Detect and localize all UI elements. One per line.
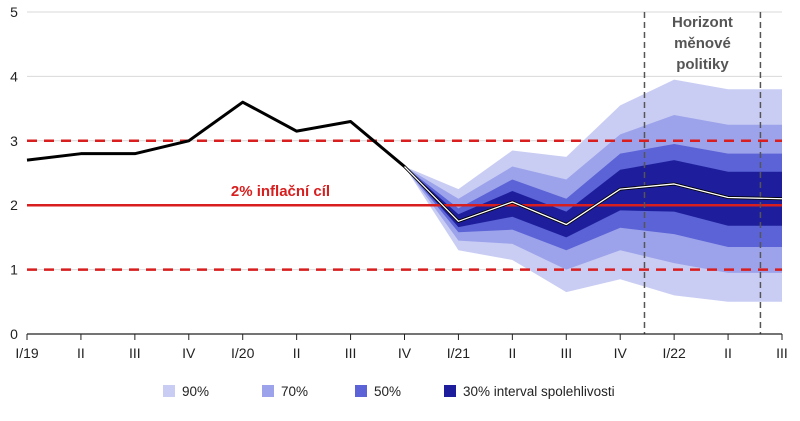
reference-lines: 2% inflační cíl (27, 139, 782, 271)
x-tick-label-2: III (129, 345, 141, 361)
policy-horizon: Horizont měnové politiky (643, 12, 762, 334)
legend-swatch-2 (262, 385, 274, 397)
x-tick-label-4: I/20 (231, 345, 255, 361)
x-tick-label-9: II (508, 345, 516, 361)
y-tick-label-2: 2 (10, 197, 18, 213)
x-tick-label-11: IV (614, 345, 628, 361)
legend-label-3: 50% (374, 384, 401, 399)
x-tick-label-8: I/21 (447, 345, 471, 361)
legend-label-2: 70% (281, 384, 308, 399)
horizon-label-line-3: politiky (676, 56, 729, 73)
confidence-bands (404, 79, 782, 302)
y-tick-label-0: 0 (10, 326, 18, 342)
x-tick-label-7: IV (398, 345, 412, 361)
legend-label-4: 30% interval spolehlivosti (463, 384, 615, 399)
legend: 90% 70% 50% 30% interval spolehlivosti (163, 384, 615, 399)
x-tick-label-5: II (293, 345, 301, 361)
x-tick-label-0: I/19 (15, 345, 39, 361)
y-tick-label-3: 3 (10, 133, 18, 149)
inflation-lines (26, 100, 783, 227)
legend-swatch-1 (163, 385, 175, 397)
forecast-center-line (404, 166, 783, 226)
x-tick-label-12: I/22 (662, 345, 686, 361)
x-tick-label-13: II (724, 345, 732, 361)
legend-swatch-3 (355, 385, 367, 397)
x-tick-label-3: IV (182, 345, 196, 361)
x-tick-label-14: III (776, 345, 788, 361)
y-tick-label-5: 5 (10, 4, 18, 20)
legend-swatch-4 (444, 385, 456, 397)
y-tick-label-1: 1 (10, 262, 18, 278)
x-tick-label-6: III (345, 345, 357, 361)
x-tick-label-1: II (77, 345, 85, 361)
y-tick-label-4: 4 (10, 68, 18, 84)
horizon-label-line-2: měnové (674, 35, 731, 52)
x-tick-label-10: III (560, 345, 572, 361)
horizon-label-line-1: Horizont (672, 14, 733, 31)
legend-label-1: 90% (182, 384, 209, 399)
target-label: 2% inflační cíl (231, 183, 330, 200)
band-4 (404, 160, 782, 238)
